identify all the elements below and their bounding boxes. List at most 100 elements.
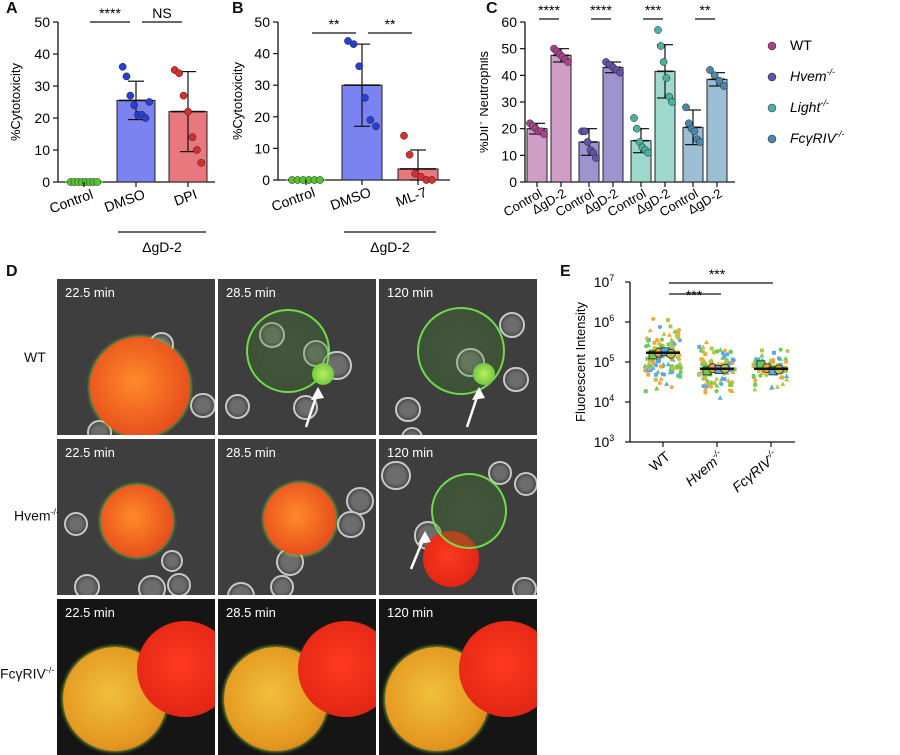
data-point	[355, 62, 364, 71]
bar	[550, 54, 572, 183]
data-point	[666, 332, 672, 337]
data-point	[657, 381, 662, 386]
data-point	[714, 376, 720, 381]
bystander-cell	[498, 311, 525, 338]
timepoint-label: 120 min	[387, 605, 434, 620]
data-point	[703, 390, 708, 395]
data-point	[704, 383, 710, 389]
data-point	[654, 386, 660, 391]
data-point	[669, 385, 674, 390]
data-point	[669, 364, 674, 369]
data-point	[704, 339, 710, 345]
data-point	[93, 178, 102, 186]
data-point	[675, 364, 680, 369]
y-tick-label: 107	[594, 273, 615, 290]
data-point	[675, 335, 680, 340]
data-point	[725, 352, 730, 357]
data-point	[659, 364, 664, 369]
timepoint-label: 22.5 min	[65, 285, 115, 300]
data-point	[756, 357, 761, 362]
data-point	[769, 384, 775, 389]
y-axis-label: Fluorescent Intensity	[573, 302, 588, 422]
target-cell	[137, 621, 215, 717]
bystander-cell	[137, 574, 166, 595]
data-point	[677, 351, 683, 357]
significance-label: **	[385, 16, 396, 32]
timepoint-label: 28.5 min	[226, 285, 276, 300]
bystander-cell	[64, 512, 89, 537]
data-point	[719, 362, 724, 367]
data-point	[756, 369, 761, 374]
target-cell	[298, 621, 376, 717]
target-cell	[431, 473, 507, 549]
arrow-icon	[409, 531, 431, 570]
data-point	[722, 354, 727, 359]
bystander-cell	[395, 396, 421, 423]
data-point	[727, 382, 733, 387]
bystander-cell	[269, 574, 294, 595]
bystander-cell	[503, 367, 529, 393]
data-point	[717, 347, 723, 352]
data-point	[784, 376, 790, 382]
data-point	[752, 386, 758, 392]
micrograph-tile: 120 min	[379, 279, 537, 435]
data-point	[761, 370, 766, 375]
data-point	[646, 372, 651, 377]
data-point	[179, 91, 188, 100]
data-point	[540, 130, 548, 138]
data-point	[662, 372, 667, 377]
data-point	[710, 71, 719, 80]
y-tick-label: 0	[42, 174, 50, 190]
data-point	[372, 122, 380, 131]
y-tick-label: 50	[34, 14, 50, 30]
data-point	[722, 348, 727, 353]
data-point	[697, 372, 702, 377]
data-point	[759, 352, 765, 358]
micrograph-tile: 22.5 min	[57, 599, 215, 755]
legend-marker	[767, 134, 777, 144]
legend-marker	[767, 41, 777, 51]
data-point	[666, 317, 671, 322]
data-point	[184, 107, 192, 116]
data-point	[669, 336, 675, 342]
data-point	[717, 395, 723, 400]
data-point	[644, 367, 650, 373]
data-point	[699, 357, 704, 362]
data-point	[671, 341, 676, 346]
micrograph-tile: 28.5 min	[218, 279, 376, 435]
data-point	[658, 376, 664, 381]
target-cell	[101, 485, 173, 557]
bystander-cell	[380, 460, 411, 491]
data-point	[780, 381, 786, 387]
data-point	[720, 82, 728, 90]
y-axis-label: %Cytotoxicity	[230, 61, 245, 140]
timepoint-label: 22.5 min	[65, 605, 115, 620]
target-cell	[264, 483, 336, 555]
y-tick-label: 50	[254, 14, 270, 30]
y-tick-label: 104	[594, 393, 615, 410]
data-point	[700, 362, 705, 367]
data-point	[701, 384, 706, 389]
data-point	[722, 377, 727, 382]
y-tick-label: 60	[501, 14, 517, 30]
data-point	[316, 176, 324, 184]
data-point	[670, 369, 675, 374]
data-point	[650, 365, 656, 370]
significance-label: **	[329, 16, 340, 32]
group-label: ΔgD-2	[142, 239, 182, 255]
significance-label: ***	[645, 2, 662, 18]
data-point	[668, 98, 676, 106]
data-point	[664, 381, 670, 386]
data-point	[657, 358, 662, 363]
bar	[706, 78, 728, 183]
bystander-cell	[337, 510, 365, 539]
data-point	[405, 150, 414, 159]
data-point	[654, 363, 659, 368]
y-axis-label: %Cytotoxicity	[8, 62, 23, 141]
data-point	[703, 362, 708, 367]
bystander-cell	[512, 576, 537, 595]
data-point	[675, 329, 680, 334]
data-point	[719, 382, 724, 387]
data-point	[652, 340, 657, 345]
significance-label: ****	[590, 2, 612, 18]
